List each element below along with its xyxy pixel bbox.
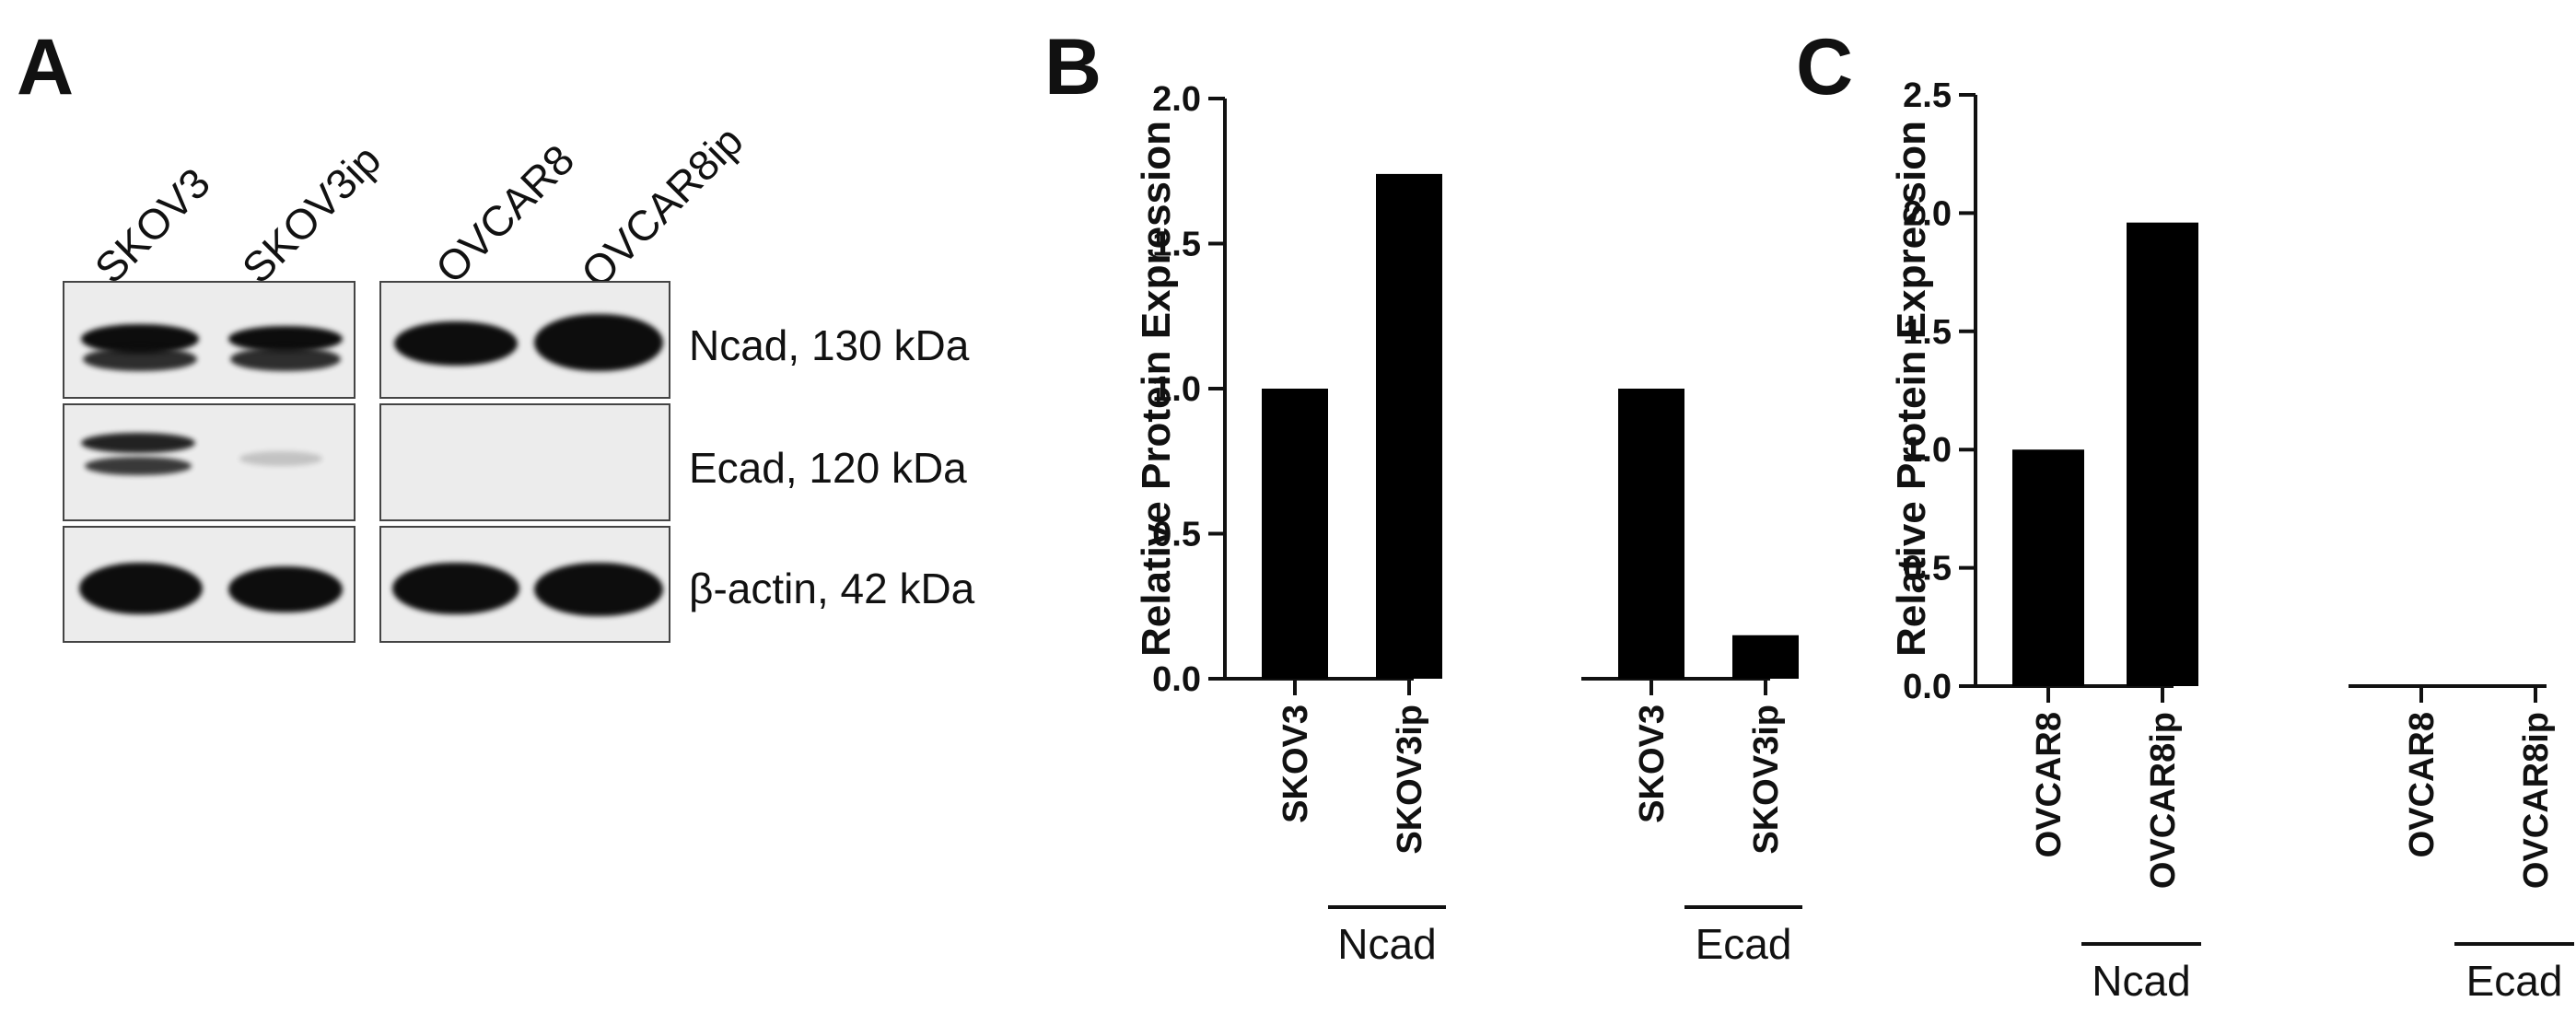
row-label-ecad: Ecad, 120 kDa (689, 444, 967, 492)
chart-b-bar-ncad-skov3ip (1376, 173, 1442, 679)
chart-b-bar-ncad-skov3 (1262, 389, 1328, 679)
chart-b-category-label: SKOV3 (1276, 705, 1315, 823)
chart-b-category-label: SKOV3 (1633, 705, 1672, 823)
chart-b-group-label-ncad: Ncad (1337, 920, 1436, 968)
chart-b-y-tick-label: 1.0 (1152, 370, 1201, 409)
blot-bactin-ovcar (379, 526, 670, 643)
panel-letter-a: A (17, 23, 75, 111)
blot-ecad-skov (63, 403, 356, 521)
panel-letter-c: C (1796, 23, 1854, 111)
chart-b-y-tick-label: 0.5 (1152, 516, 1201, 554)
row-label-bactin: β-actin, 42 kDa (689, 565, 975, 612)
chart-b-y-tick-label: 1.5 (1152, 226, 1201, 264)
blot-ncad-skov (63, 281, 356, 399)
chart-b-y-tick-label: 2.0 (1152, 80, 1201, 119)
chart-b-category-label: SKOV3ip (1391, 705, 1429, 855)
row-label-ncad: Ncad, 130 kDa (689, 321, 970, 369)
chart-b-category-label: SKOV3ip (1747, 705, 1786, 855)
chart-b-bar-ecad-skov3ip (1732, 635, 1799, 679)
panel-letter-b: B (1044, 23, 1102, 111)
blot-bactin-skov (63, 526, 356, 643)
blot-ecad-ovcar (379, 403, 670, 521)
chart-b-bar-ecad-skov3 (1618, 389, 1684, 679)
chart-b-y-axis-label: Relative Protein Expression (1134, 121, 1179, 657)
chart-b-y-tick-label: 0.0 (1152, 660, 1201, 699)
chart-b-group-label-ecad: Ecad (1696, 920, 1792, 968)
blot-ncad-ovcar (379, 281, 670, 399)
